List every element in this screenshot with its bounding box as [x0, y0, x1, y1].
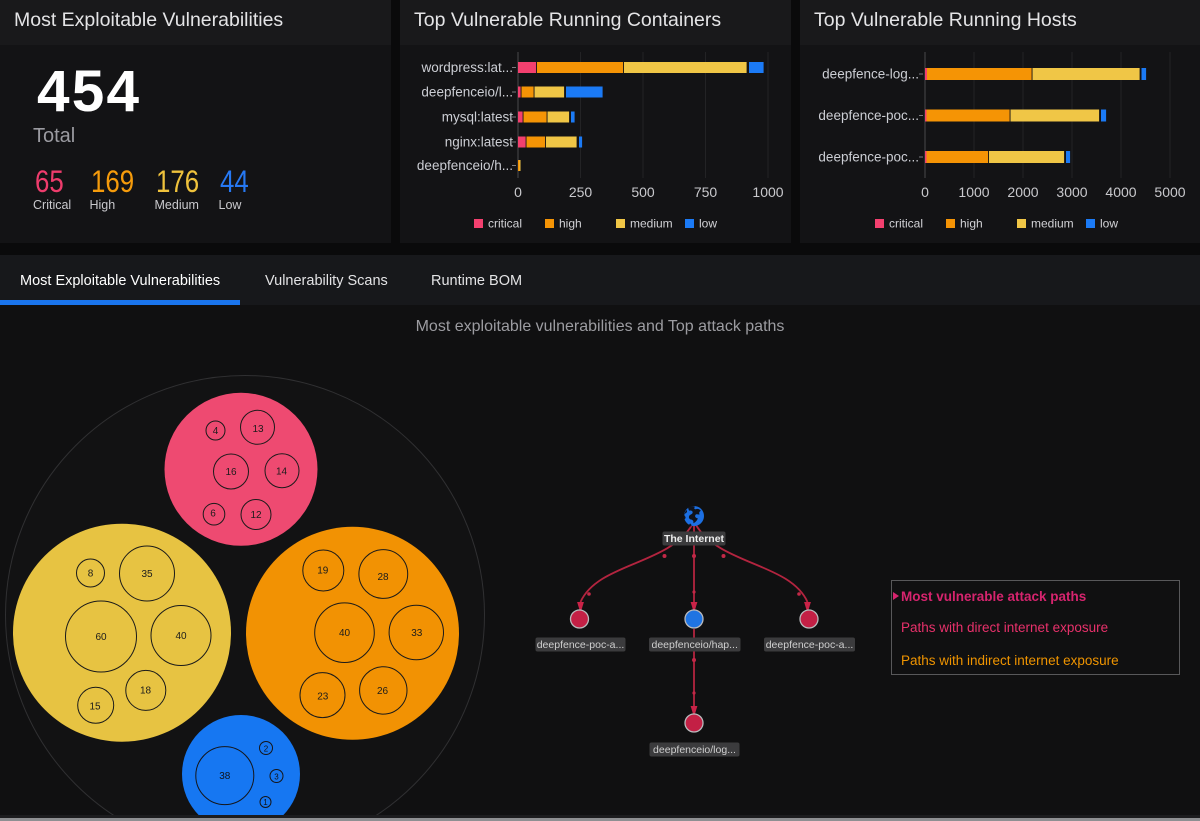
svg-text:low: low: [1100, 217, 1118, 231]
svg-text:14: 14: [276, 467, 288, 478]
svg-text:5000: 5000: [1154, 184, 1185, 200]
svg-text:medium: medium: [630, 217, 673, 231]
svg-text:wordpress:lat...: wordpress:lat...: [420, 60, 513, 75]
svg-text:750: 750: [694, 184, 718, 200]
svg-text:medium: medium: [1031, 217, 1074, 231]
svg-text:16: 16: [225, 467, 237, 478]
svg-text:high: high: [960, 217, 983, 231]
svg-text:4: 4: [213, 426, 219, 437]
svg-text:0: 0: [921, 184, 929, 200]
svg-text:0: 0: [514, 184, 522, 200]
svg-text:8: 8: [88, 569, 94, 580]
svg-text:deepfenceio/l...: deepfenceio/l...: [421, 85, 513, 100]
svg-text:18: 18: [140, 686, 152, 697]
svg-text:deepfenceio/h...: deepfenceio/h...: [417, 158, 513, 173]
svg-text:deepfenceio/log...: deepfenceio/log...: [653, 744, 736, 756]
svg-text:3000: 3000: [1056, 184, 1087, 200]
svg-text:4000: 4000: [1105, 184, 1136, 200]
svg-text:2: 2: [264, 745, 269, 754]
svg-text:40: 40: [175, 631, 187, 642]
svg-text:500: 500: [631, 184, 655, 200]
svg-text:1000: 1000: [752, 184, 783, 200]
svg-text:The Internet: The Internet: [664, 533, 725, 545]
svg-text:15: 15: [89, 702, 101, 713]
svg-text:deepfence-log...: deepfence-log...: [822, 67, 919, 82]
svg-text:deepfence-poc...: deepfence-poc...: [818, 108, 919, 123]
svg-text:38: 38: [219, 771, 231, 782]
svg-text:critical: critical: [488, 217, 522, 231]
svg-text:mysql:latest: mysql:latest: [442, 110, 514, 125]
svg-text:high: high: [559, 217, 582, 231]
svg-text:deepfence-poc-a...: deepfence-poc-a...: [537, 639, 625, 651]
svg-text:13: 13: [252, 424, 264, 435]
svg-text:2000: 2000: [1007, 184, 1038, 200]
svg-text:23: 23: [317, 692, 329, 703]
svg-text:33: 33: [411, 628, 423, 639]
svg-text:12: 12: [250, 510, 262, 521]
svg-text:40: 40: [339, 628, 351, 639]
svg-text:critical: critical: [889, 217, 923, 231]
svg-text:26: 26: [377, 686, 389, 697]
svg-text:3: 3: [274, 773, 279, 782]
svg-text:deepfenceio/hap...: deepfenceio/hap...: [651, 639, 737, 651]
svg-text:1000: 1000: [958, 184, 989, 200]
svg-text:low: low: [699, 217, 717, 231]
svg-text:nginx:latest: nginx:latest: [445, 135, 514, 150]
svg-text:deepfence-poc-a...: deepfence-poc-a...: [766, 639, 854, 651]
svg-text:deepfence-poc...: deepfence-poc...: [818, 150, 919, 165]
svg-text:28: 28: [377, 572, 389, 583]
svg-text:250: 250: [569, 184, 593, 200]
svg-text:60: 60: [95, 632, 107, 643]
svg-text:19: 19: [317, 566, 329, 577]
svg-text:1: 1: [263, 798, 268, 807]
svg-text:6: 6: [210, 509, 216, 520]
svg-text:35: 35: [141, 569, 153, 580]
